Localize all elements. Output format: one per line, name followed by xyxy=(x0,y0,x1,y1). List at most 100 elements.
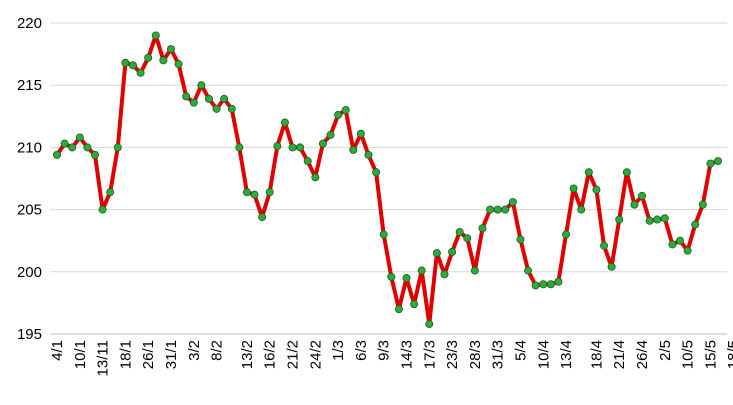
marker xyxy=(478,224,487,233)
marker xyxy=(280,118,289,127)
marker xyxy=(630,200,639,209)
marker xyxy=(128,61,137,70)
marker xyxy=(524,266,533,275)
x-tick-label: 8/2 xyxy=(209,340,226,361)
marker xyxy=(151,31,160,40)
x-tick-label: 9/3 xyxy=(376,340,393,361)
marker xyxy=(463,234,472,243)
marker xyxy=(60,139,69,148)
x-tick-label: 26/1 xyxy=(140,340,157,369)
x-tick-label: 26/4 xyxy=(634,340,651,369)
marker xyxy=(83,143,92,152)
marker xyxy=(410,300,419,309)
y-tick-label: 215 xyxy=(17,77,42,94)
y-tick-label: 195 xyxy=(17,326,42,343)
marker xyxy=(615,215,624,224)
x-tick-label: 18/1 xyxy=(117,340,134,369)
x-tick-label: 16/2 xyxy=(262,340,279,369)
marker xyxy=(501,205,510,214)
marker xyxy=(379,230,388,239)
x-tick-label: 18/4 xyxy=(588,340,605,369)
marker xyxy=(569,184,578,193)
x-tick-label: 13/11 xyxy=(95,340,112,376)
line xyxy=(55,33,719,326)
marker xyxy=(356,129,365,138)
marker xyxy=(341,106,350,115)
marker xyxy=(296,143,305,152)
marker xyxy=(394,305,403,314)
marker xyxy=(714,157,723,166)
marker xyxy=(121,58,130,67)
marker xyxy=(106,188,115,197)
x-tick-label: 13/2 xyxy=(239,340,256,369)
marker xyxy=(562,230,571,239)
x-tick-label: 21/4 xyxy=(611,340,628,369)
x-tick-label: 10/5 xyxy=(680,340,697,369)
marker xyxy=(334,111,343,120)
x-tick-label: 18/5 xyxy=(725,340,733,369)
marker xyxy=(425,320,434,329)
marker xyxy=(546,280,555,289)
marker xyxy=(676,236,685,245)
marker xyxy=(53,150,62,159)
marker xyxy=(531,281,540,290)
marker xyxy=(622,168,631,177)
marker xyxy=(668,240,677,249)
marker xyxy=(90,150,99,159)
marker xyxy=(516,235,525,244)
x-tick-label: 23/3 xyxy=(444,340,461,369)
marker xyxy=(577,205,586,214)
marker xyxy=(311,173,320,182)
marker xyxy=(691,220,700,229)
x-tick-label: 10/1 xyxy=(72,340,89,369)
x-tick-label: 31/1 xyxy=(163,340,180,369)
marker xyxy=(204,94,213,103)
x-tick-label: 14/3 xyxy=(398,340,415,369)
marker xyxy=(174,60,183,69)
marker xyxy=(539,280,548,289)
marker xyxy=(265,188,274,197)
marker xyxy=(242,188,251,197)
marker xyxy=(440,270,449,279)
x-tick-label: 5/4 xyxy=(512,340,529,361)
marker xyxy=(189,98,198,107)
marker xyxy=(660,214,669,223)
marker xyxy=(159,56,168,65)
x-tick-label: 24/2 xyxy=(307,340,324,369)
marker xyxy=(250,190,259,199)
marker xyxy=(683,246,692,255)
marker xyxy=(470,266,479,275)
y-tick-label: 220 xyxy=(17,15,42,32)
y-tick-label: 205 xyxy=(17,202,42,219)
marker xyxy=(387,272,396,281)
marker xyxy=(258,213,267,222)
x-tick-label: 31/3 xyxy=(490,340,507,369)
marker xyxy=(584,168,593,177)
marker xyxy=(68,143,77,152)
x-tick-label: 17/3 xyxy=(421,340,438,369)
marker xyxy=(197,81,206,90)
x-tick-label: 6/3 xyxy=(353,340,370,361)
marker xyxy=(592,185,601,194)
marker xyxy=(326,130,335,139)
marker xyxy=(98,205,107,214)
marker xyxy=(493,205,502,214)
marker xyxy=(402,274,411,283)
marker xyxy=(235,143,244,152)
marker xyxy=(364,150,373,159)
marker xyxy=(166,45,175,54)
marker xyxy=(220,94,229,103)
y-tick-label: 210 xyxy=(17,139,42,156)
x-tick-label: 13/4 xyxy=(558,340,575,369)
marker xyxy=(273,142,282,151)
marker xyxy=(653,215,662,224)
marker xyxy=(508,198,517,207)
marker xyxy=(372,168,381,177)
x-tick-label: 15/5 xyxy=(702,340,719,369)
x-tick-label: 3/2 xyxy=(186,340,203,361)
marker xyxy=(288,143,297,152)
marker xyxy=(318,139,327,148)
marker xyxy=(303,157,312,166)
marker xyxy=(417,266,426,275)
